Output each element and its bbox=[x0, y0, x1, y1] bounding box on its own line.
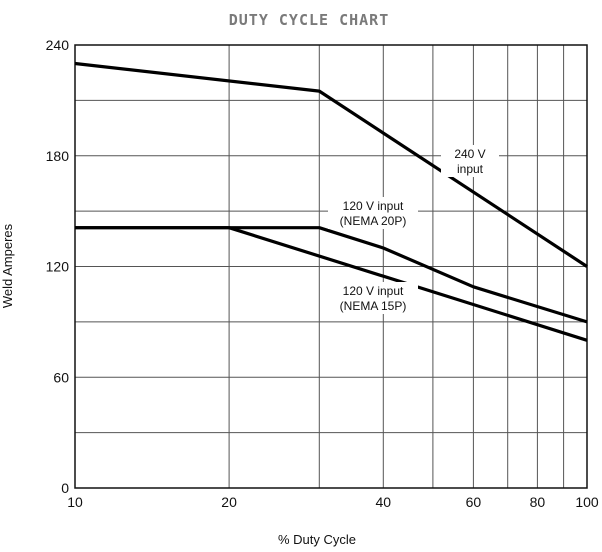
series-label: 240 V bbox=[454, 147, 485, 161]
x-tick-label: 40 bbox=[376, 494, 392, 510]
y-tick-label: 180 bbox=[46, 148, 70, 164]
series-label-background bbox=[328, 197, 418, 229]
tick-labels: 10 20 40 60 80 100 0 60 120 180 240 bbox=[46, 37, 599, 510]
y-tick-label: 0 bbox=[61, 480, 69, 496]
series-label: (NEMA 15P) bbox=[340, 299, 407, 313]
series-label: 120 V input bbox=[343, 199, 404, 213]
x-axis-label: % Duty Cycle bbox=[278, 532, 356, 547]
y-tick-label: 60 bbox=[53, 369, 69, 385]
y-tick-label: 240 bbox=[46, 37, 70, 53]
series-line-1 bbox=[74, 61, 588, 268]
chart-title: DUTY CYCLE CHART bbox=[229, 11, 390, 29]
y-tick-label: 120 bbox=[46, 259, 70, 275]
x-tick-label: 100 bbox=[575, 494, 599, 510]
grid bbox=[74, 44, 588, 489]
series-label: input bbox=[457, 162, 484, 176]
x-tick-label: 10 bbox=[67, 494, 83, 510]
x-tick-label: 80 bbox=[530, 494, 546, 510]
y-axis-label: Weld Amperes bbox=[0, 223, 15, 308]
series-line-3 bbox=[75, 226, 588, 342]
x-tick-label: 60 bbox=[466, 494, 482, 510]
series-label-background bbox=[441, 145, 499, 177]
x-tick-label: 20 bbox=[221, 494, 237, 510]
series-label-background bbox=[328, 282, 418, 314]
series-lines bbox=[74, 61, 588, 342]
series-line-2 bbox=[75, 226, 588, 324]
series-label: 120 V input bbox=[343, 284, 404, 298]
series-label: (NEMA 20P) bbox=[340, 214, 407, 228]
